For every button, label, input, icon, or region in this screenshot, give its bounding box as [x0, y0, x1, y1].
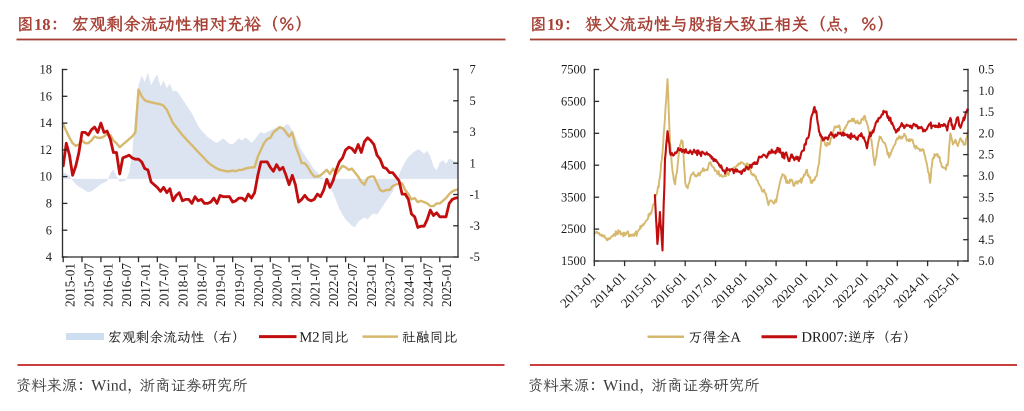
svg-text:2015-07: 2015-07	[81, 263, 96, 307]
svg-text:2500: 2500	[561, 222, 586, 236]
svg-text:2025-01: 2025-01	[439, 263, 454, 307]
svg-text:2021-01: 2021-01	[289, 263, 304, 307]
svg-text:2018-07: 2018-07	[194, 263, 209, 307]
svg-text:1: 1	[470, 156, 476, 170]
svg-text:10: 10	[40, 170, 53, 184]
svg-text:3: 3	[470, 125, 476, 139]
svg-text:2022-01: 2022-01	[326, 263, 341, 307]
svg-text:7: 7	[470, 63, 476, 77]
svg-text:2016-07: 2016-07	[119, 263, 134, 307]
svg-text:2018-01: 2018-01	[176, 263, 191, 307]
svg-text:6: 6	[46, 223, 52, 237]
svg-text:-5: -5	[470, 250, 480, 264]
svg-text:8: 8	[46, 197, 52, 211]
svg-text:2023-01: 2023-01	[364, 263, 379, 307]
svg-text:2024-07: 2024-07	[420, 263, 435, 307]
svg-text:2019-01: 2019-01	[213, 263, 228, 307]
svg-text:4500: 4500	[561, 158, 586, 172]
svg-text:4: 4	[46, 250, 53, 264]
svg-text:16: 16	[40, 89, 53, 103]
svg-text:2017-07: 2017-07	[157, 263, 172, 307]
svg-text:2022-07: 2022-07	[345, 263, 360, 307]
svg-text:18: 18	[40, 63, 53, 77]
svg-text:2020-01: 2020-01	[251, 263, 266, 307]
svg-text:1.0: 1.0	[979, 84, 995, 98]
svg-text:5500: 5500	[561, 126, 586, 140]
svg-text:0.5: 0.5	[979, 63, 995, 77]
svg-text:1500: 1500	[561, 254, 586, 268]
svg-text:4.0: 4.0	[979, 212, 995, 226]
svg-text:2016-01: 2016-01	[100, 263, 115, 307]
svg-text:2019-07: 2019-07	[232, 263, 247, 307]
svg-text:3.0: 3.0	[979, 169, 995, 183]
svg-text:4.5: 4.5	[979, 233, 995, 247]
svg-text:1.5: 1.5	[979, 105, 995, 119]
svg-text:-1: -1	[470, 188, 480, 202]
svg-text:3.5: 3.5	[979, 190, 995, 204]
svg-text:2024-01: 2024-01	[402, 263, 417, 307]
svg-text:6500: 6500	[561, 95, 586, 109]
svg-text:2021-07: 2021-07	[307, 263, 322, 307]
svg-text:-3: -3	[470, 219, 480, 233]
svg-text:2.5: 2.5	[979, 148, 995, 162]
svg-text:2017-01: 2017-01	[138, 263, 153, 307]
svg-text:3500: 3500	[561, 190, 586, 204]
svg-text:2020-07: 2020-07	[270, 263, 285, 307]
svg-text:2.0: 2.0	[979, 126, 995, 140]
svg-text:12: 12	[40, 143, 53, 157]
svg-text:7500: 7500	[561, 63, 586, 77]
svg-text:2015-01: 2015-01	[63, 263, 78, 307]
svg-text:14: 14	[40, 116, 53, 130]
svg-text:5.0: 5.0	[979, 254, 995, 268]
svg-text:5: 5	[470, 94, 476, 108]
svg-text:2023-07: 2023-07	[383, 263, 398, 307]
